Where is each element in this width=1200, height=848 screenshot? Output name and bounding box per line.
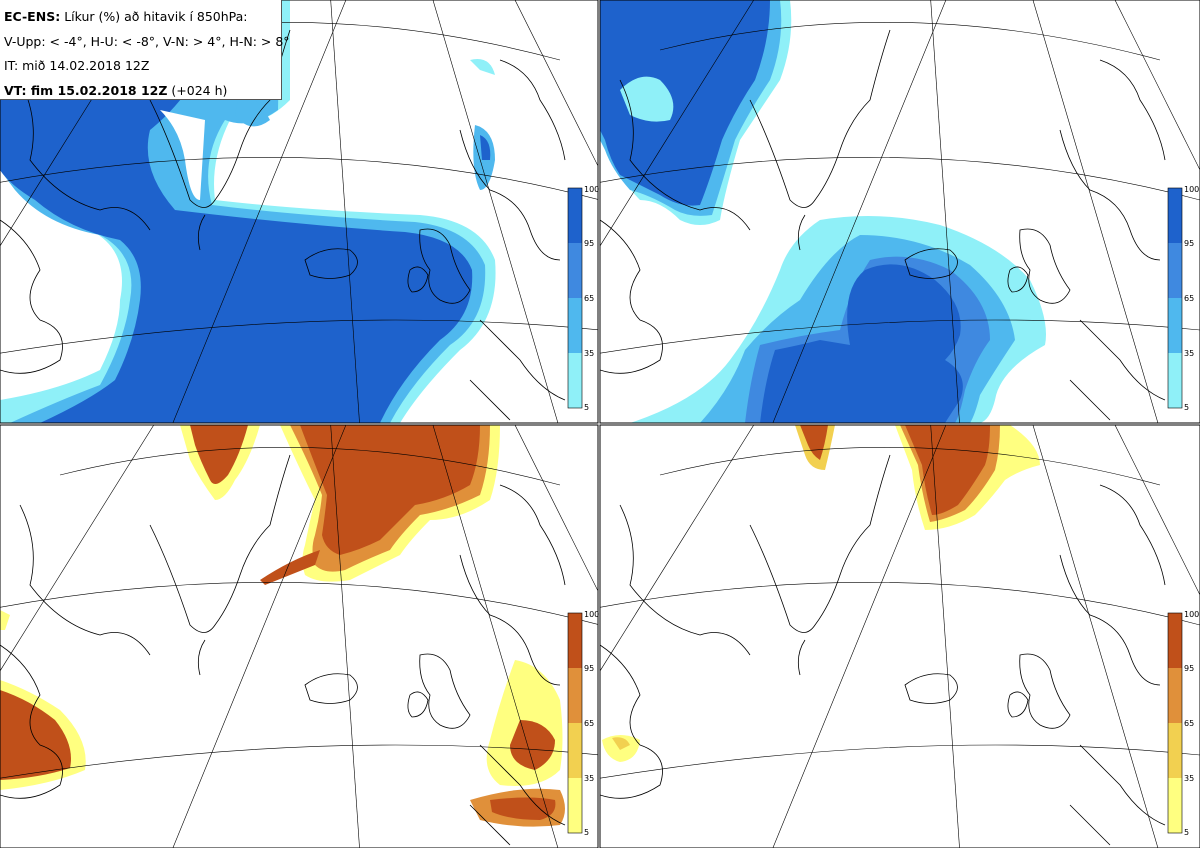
colorbar-tick: 65: [1184, 294, 1194, 303]
colorbar-tick: 100: [1184, 610, 1199, 619]
model-label: EC-ENS:: [4, 9, 61, 24]
colorbar-tick: 35: [1184, 349, 1194, 358]
panel-bottom-right: 100 95 65 35 5: [599, 424, 1200, 848]
colorbar-tick: 65: [1184, 719, 1194, 728]
colorbar-tick: 5: [1184, 828, 1189, 837]
colorbar-top-left: 100 95 65 35 5: [567, 185, 599, 412]
colorbar-tick: 65: [584, 294, 594, 303]
panel-top-right: 100 95 65 35 5: [599, 0, 1200, 424]
colorbar-tick: 95: [1184, 664, 1194, 673]
thresholds: V-Upp: < -4°, H-U: < -8°, V-N: > 4°, H-N…: [4, 33, 290, 49]
colorbar-tick: 95: [1184, 239, 1194, 248]
panel-top-left: 100 95 65 35 5: [0, 0, 599, 424]
colorbar-tick: 65: [584, 719, 594, 728]
valid-time: VT: fim 15.02.2018 12Z: [4, 82, 168, 98]
description: Líkur (%) að hitavik í 850hPa:: [64, 9, 248, 24]
colorbar-tick: 100: [584, 610, 599, 619]
initial-time: IT: mið 14.02.2018 12Z: [4, 58, 150, 73]
colorbar-bottom-left: 100 95 65 35 5: [567, 610, 599, 837]
colorbar-tick: 35: [1184, 774, 1194, 783]
colorbar-tick: 5: [1184, 403, 1189, 412]
colorbar-tick: 100: [1184, 185, 1199, 194]
title-line: EC-ENS: Líkur (%) að hitavik í 850hPa:: [4, 5, 281, 30]
colorbar-tick: 35: [584, 774, 594, 783]
probability-field-high: [0, 0, 473, 423]
panel-bottom-left: 100 95 65 35 5: [0, 424, 599, 848]
colorbar-tick: 35: [584, 349, 594, 358]
colorbar-tick: 95: [584, 664, 594, 673]
colorbar-tick: 5: [584, 828, 589, 837]
info-legend-box: EC-ENS: Líkur (%) að hitavik í 850hPa: V…: [0, 0, 290, 100]
colorbar-top-right: 100 95 65 35 5: [1167, 185, 1199, 412]
colorbar-tick: 95: [584, 239, 594, 248]
colorbar-bottom-right: 100 95 65 35 5: [1167, 610, 1199, 837]
valid-time-line: VT: fim 15.02.2018 12Z (+024 h): [4, 79, 281, 104]
lead-time: (+024 h): [171, 82, 228, 98]
colorbar-tick: 100: [584, 185, 599, 194]
colorbar-tick: 5: [584, 403, 589, 412]
